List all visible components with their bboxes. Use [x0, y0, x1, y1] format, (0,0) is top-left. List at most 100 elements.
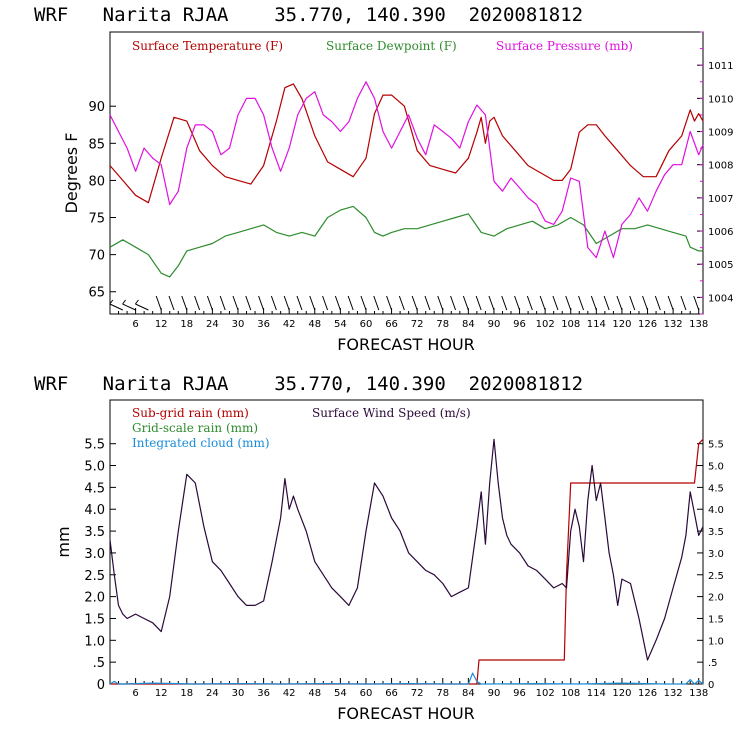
wind-barb: [155, 295, 162, 311]
x-tick-label: 60: [360, 319, 373, 330]
chart-title: WRF Narita RJAA 35.770, 140.390 20200818…: [34, 373, 583, 395]
x-tick-label: 66: [385, 688, 398, 699]
y2-tick-label: 1.0: [708, 636, 724, 647]
wind-barb: [578, 295, 585, 311]
wind-barb: [206, 295, 213, 311]
y-axis-label: mm: [54, 526, 73, 557]
y2-tick-label: 4.5: [708, 483, 724, 494]
y-tick-label: 85: [88, 137, 105, 152]
y2-tick-label: 1011: [708, 61, 733, 72]
wind-barb: [642, 295, 649, 311]
legend-wind-speed: Surface Wind Speed (m/s): [312, 406, 471, 420]
y-tick-label: 5.0: [84, 460, 105, 475]
y-tick-label: 70: [88, 249, 105, 264]
y2-tick-label: 1.5: [708, 614, 724, 625]
wind-barb: [539, 295, 546, 311]
wind-barb-flag: [122, 299, 126, 305]
wind-barb: [219, 295, 226, 311]
wind-barb: [122, 303, 136, 311]
x-tick-label: 108: [561, 688, 580, 699]
x-tick-label: 66: [385, 319, 398, 330]
series-line-surface-wind-speed-m-s: [109, 438, 704, 661]
x-tick-label: 132: [664, 688, 683, 699]
x-tick-label: 30: [232, 688, 245, 699]
x-axis-label: FORECAST HOUR: [337, 704, 475, 723]
wind-barb: [629, 295, 636, 311]
wind-barbs: [109, 295, 700, 311]
wind-barb: [488, 295, 495, 311]
x-tick-label: 90: [488, 319, 501, 330]
x-tick-label: 48: [308, 319, 321, 330]
x-tick-label: 114: [587, 688, 606, 699]
x-tick-label: 126: [638, 319, 657, 330]
precipitation-chart: WRF Narita RJAA 35.770, 140.390 20200818…: [34, 373, 724, 723]
y-tick-label: 2.5: [84, 569, 105, 584]
wind-barb: [360, 295, 367, 311]
y-tick-label: 3.5: [84, 525, 105, 540]
legend-gridscale-rain: Grid-scale rain (mm): [132, 421, 258, 435]
wind-barb: [181, 295, 188, 311]
wind-barb: [680, 295, 687, 311]
x-tick-label: 12: [155, 319, 168, 330]
y2-tick-label: 2.0: [708, 593, 724, 604]
wind-barb: [373, 295, 380, 311]
series-line-surface-dewpoint-f: [109, 205, 703, 278]
temperature-chart: WRF Narita RJAA 35.770, 140.390 20200818…: [34, 4, 733, 354]
wind-barb: [603, 295, 610, 311]
x-tick-label: 96: [513, 688, 526, 699]
wind-barb: [258, 295, 265, 311]
wind-barb: [475, 295, 482, 311]
legend-temperature: Surface Temperature (F): [132, 39, 283, 53]
x-tick-label: 18: [180, 688, 193, 699]
series-line-sub-grid-rain-mm: [110, 438, 704, 685]
wind-barb: [590, 295, 597, 311]
x-tick-label: 24: [206, 688, 219, 699]
x-tick-label: 72: [411, 688, 424, 699]
x-tick-label: 72: [411, 319, 424, 330]
wind-barb: [411, 295, 418, 311]
x-tick-label: 102: [536, 319, 555, 330]
wind-barb: [232, 295, 239, 311]
legend-integrated-cloud: Integrated cloud (mm): [132, 436, 270, 450]
wind-barb: [667, 295, 674, 311]
y-tick-label: 65: [88, 286, 105, 301]
wind-barb: [322, 295, 329, 311]
wind-barb: [296, 295, 303, 311]
x-tick-label: 12: [155, 688, 168, 699]
x-tick-label: 24: [206, 319, 219, 330]
y2-tick-label: 1009: [708, 128, 733, 139]
x-tick-label: 120: [612, 688, 631, 699]
x-axis-label: FORECAST HOUR: [337, 335, 475, 354]
wind-barb: [616, 295, 623, 311]
wind-barb: [424, 295, 431, 311]
x-tick-label: 36: [257, 688, 270, 699]
x-tick-label: 18: [180, 319, 193, 330]
x-tick-label: 132: [664, 319, 683, 330]
legend-dewpoint: Surface Dewpoint (F): [326, 39, 457, 53]
wind-barb: [270, 295, 277, 311]
wind-barb: [135, 303, 149, 311]
y2-tick-label: 1008: [708, 161, 733, 172]
y-axis-label: Degrees F: [62, 133, 81, 214]
y-tick-label: 4.5: [84, 481, 105, 496]
wind-barb: [565, 295, 572, 311]
wind-barb: [514, 295, 521, 311]
wind-barb: [309, 295, 316, 311]
y2-tick-label: 1005: [708, 260, 733, 271]
x-tick-label: 102: [536, 688, 555, 699]
wind-barb: [334, 295, 341, 311]
wind-barb: [168, 295, 175, 311]
x-tick-label: 138: [689, 319, 708, 330]
wind-barb: [194, 295, 201, 311]
wind-barb: [552, 295, 559, 311]
x-tick-label: 42: [283, 319, 296, 330]
y2-tick-label: 1004: [708, 293, 733, 304]
x-tick-label: 54: [334, 319, 347, 330]
x-tick-label: 60: [360, 688, 373, 699]
legend-subgrid-rain: Sub-grid rain (mm): [132, 406, 249, 420]
x-tick-label: 84: [462, 319, 475, 330]
y-tick-label: 2.0: [84, 591, 105, 606]
x-tick-label: 48: [308, 688, 321, 699]
y-tick-label: 90: [88, 100, 105, 115]
wind-barb: [437, 295, 444, 311]
